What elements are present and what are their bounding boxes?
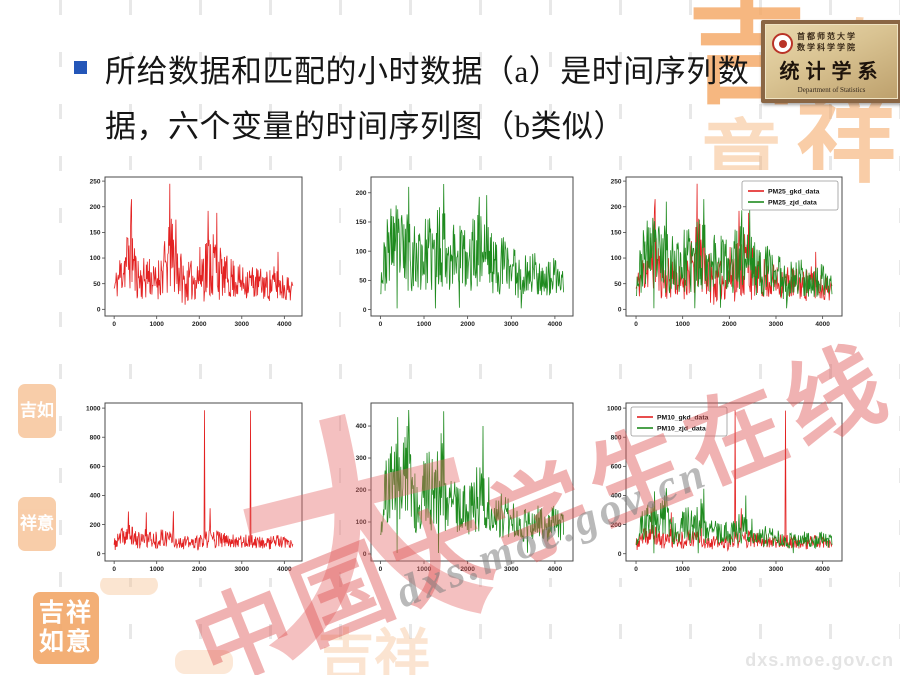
chart-pm25-zjd: 0 1000 2000 3000 4000 0 50 100 150 200 [341, 170, 581, 333]
svg-text:150: 150 [611, 230, 622, 237]
svg-text:300: 300 [356, 455, 367, 462]
svg-text:3000: 3000 [769, 321, 784, 328]
seal-stamp-faint [100, 575, 158, 595]
department-name: 统计学系 [779, 59, 884, 83]
svg-text:150: 150 [356, 219, 367, 226]
title-row: 所给数据和匹配的小时数据（a）是时间序列数据，六个变量的时间序列图（b类似） [74, 44, 764, 154]
svg-text:0: 0 [379, 566, 383, 573]
svg-text:200: 200 [90, 522, 101, 529]
svg-text:0: 0 [618, 551, 622, 558]
bullet-icon [74, 61, 87, 74]
svg-text:0: 0 [112, 321, 116, 328]
slide-title: 所给数据和匹配的小时数据（a）是时间序列数据，六个变量的时间序列图（b类似） [105, 54, 750, 145]
seal-stamp-large: 吉祥如意 [33, 592, 99, 664]
svg-text:4000: 4000 [815, 321, 830, 328]
svg-text:400: 400 [356, 423, 367, 430]
svg-text:600: 600 [611, 464, 622, 471]
svg-text:0: 0 [97, 551, 101, 558]
seal-stamp-faint [175, 650, 233, 674]
svg-text:1000: 1000 [86, 405, 101, 412]
svg-text:2000: 2000 [722, 321, 737, 328]
chart-pm10-gkd: 0 1000 2000 3000 4000 0 200 400 600 800 1000 [75, 396, 310, 578]
svg-text:400: 400 [90, 493, 101, 500]
svg-text:400: 400 [611, 493, 622, 500]
svg-text:3000: 3000 [504, 566, 519, 573]
svg-text:0: 0 [618, 307, 622, 314]
svg-text:800: 800 [90, 434, 101, 441]
svg-text:1000: 1000 [149, 321, 164, 328]
svg-text:1000: 1000 [675, 321, 690, 328]
svg-text:100: 100 [356, 248, 367, 255]
svg-text:0: 0 [97, 307, 101, 314]
university-seal-icon [772, 33, 793, 54]
svg-text:PM10_zjd_data: PM10_zjd_data [657, 425, 706, 432]
svg-text:200: 200 [356, 487, 367, 494]
svg-text:0: 0 [379, 321, 383, 328]
chart-pm25-overlay: 0 1000 2000 3000 4000 0 50 100 150 200 250 PM25_gkd… [596, 170, 850, 333]
svg-text:1000: 1000 [417, 566, 432, 573]
svg-text:4000: 4000 [548, 321, 563, 328]
college-name: 数学科学学院 [797, 43, 857, 52]
svg-text:PM25_gkd_data: PM25_gkd_data [768, 188, 820, 195]
svg-text:0: 0 [112, 566, 116, 573]
svg-text:2000: 2000 [192, 566, 207, 573]
svg-text:2000: 2000 [192, 321, 207, 328]
svg-text:4000: 4000 [815, 566, 830, 573]
university-name: 首都师范大学 [797, 32, 857, 41]
svg-text:0: 0 [363, 307, 367, 314]
svg-text:200: 200 [90, 204, 101, 211]
seal-stamp: 祥意 [18, 497, 56, 551]
svg-text:1000: 1000 [149, 566, 164, 573]
department-plaque: 首都师范大学 数学科学学院 统计学系 Department of Statist… [761, 20, 900, 103]
svg-text:250: 250 [611, 178, 622, 185]
chart-pm25-gkd: 0 1000 2000 3000 4000 0 50 100 150 200 250 [75, 170, 310, 333]
seal-stamp: 吉如 [18, 384, 56, 438]
svg-text:0: 0 [634, 321, 638, 328]
svg-text:150: 150 [90, 230, 101, 237]
svg-text:50: 50 [614, 281, 622, 288]
svg-text:3000: 3000 [235, 321, 250, 328]
svg-text:0: 0 [634, 566, 638, 573]
svg-text:3000: 3000 [769, 566, 784, 573]
svg-text:1000: 1000 [675, 566, 690, 573]
svg-text:800: 800 [611, 434, 622, 441]
department-name-english: Department of Statistics [797, 86, 866, 94]
chart-pm10-overlay: 0 1000 2000 3000 4000 0 200 400 600 800 1000 PM10_g… [596, 396, 850, 578]
svg-text:4000: 4000 [548, 566, 563, 573]
svg-text:0: 0 [363, 551, 367, 558]
svg-text:50: 50 [93, 281, 101, 288]
svg-text:100: 100 [90, 255, 101, 262]
svg-text:1000: 1000 [417, 321, 432, 328]
svg-text:4000: 4000 [277, 566, 292, 573]
svg-text:200: 200 [356, 190, 367, 197]
svg-text:PM25_zjd_data: PM25_zjd_data [768, 199, 817, 206]
svg-text:200: 200 [611, 204, 622, 211]
svg-text:2000: 2000 [460, 321, 475, 328]
svg-text:600: 600 [90, 464, 101, 471]
svg-text:4000: 4000 [277, 321, 292, 328]
svg-text:100: 100 [356, 519, 367, 526]
chart-pm10-zjd: 0 1000 2000 3000 4000 0 100 200 300 400 [341, 396, 581, 578]
svg-text:2000: 2000 [722, 566, 737, 573]
svg-text:1000: 1000 [607, 405, 622, 412]
svg-text:2000: 2000 [460, 566, 475, 573]
svg-text:3000: 3000 [504, 321, 519, 328]
decorative-seal-glyph: 吉祥 [318, 623, 430, 675]
svg-text:50: 50 [359, 278, 367, 285]
svg-text:3000: 3000 [235, 566, 250, 573]
svg-text:200: 200 [611, 522, 622, 529]
svg-text:250: 250 [90, 178, 101, 185]
svg-text:PM10_gkd_data: PM10_gkd_data [657, 414, 709, 421]
svg-text:100: 100 [611, 255, 622, 262]
